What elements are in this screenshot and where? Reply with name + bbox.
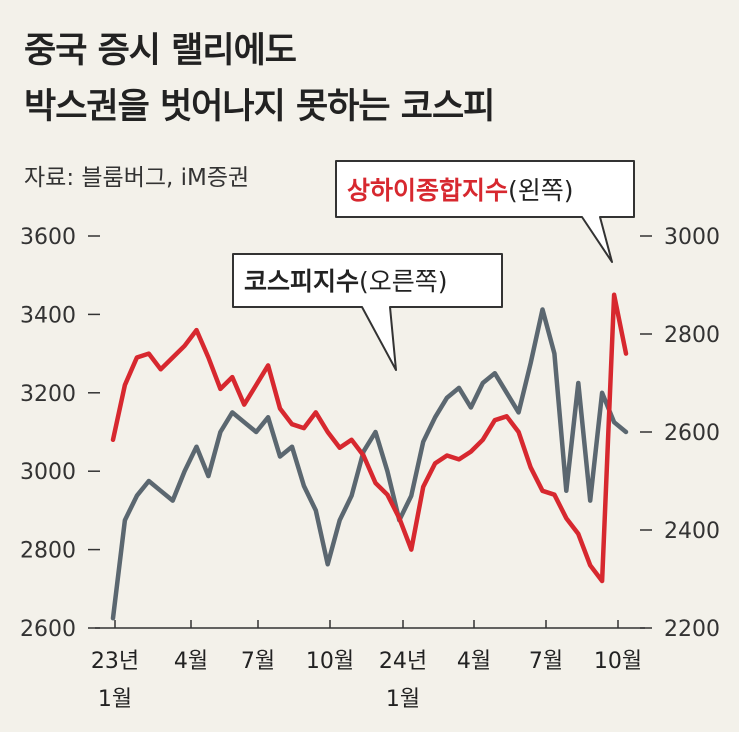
- x-tick-label: 4월: [174, 649, 208, 674]
- x-tick-label-sub: 1월: [386, 687, 420, 712]
- x-tick-label: 10월: [594, 649, 642, 674]
- x-tick-label: 4월: [457, 649, 491, 674]
- right-tick-label: 2400: [664, 519, 720, 544]
- chart-title-line-1: 중국 증시 랠리에도: [24, 31, 297, 71]
- x-tick-label: 10월: [306, 649, 354, 674]
- series-layer: [110, 292, 629, 621]
- right-tick-label: 2200: [664, 617, 720, 642]
- right-axis: 3000 2800 2600 2400 2200: [640, 225, 720, 642]
- x-tick-label: 7월: [241, 649, 275, 674]
- x-tick-label: 24년: [379, 649, 427, 674]
- left-tick-label: 3400: [20, 303, 76, 328]
- svg-text:코스피지수(오른쪽): 코스피지수(오른쪽): [244, 267, 448, 296]
- kospi-series-line: [110, 307, 629, 621]
- x-axis: 23년 1월 4월 7월 10월 24년 1월 4월 7월 10월: [91, 620, 645, 712]
- left-tick-label: 3200: [20, 382, 76, 407]
- kospi-callout-box: [232, 253, 503, 371]
- left-tick-label: 2800: [20, 539, 76, 564]
- left-tick-label: 2600: [20, 617, 76, 642]
- shanghai-callout-suffix: (왼쪽): [508, 176, 574, 205]
- svg-text:상하이종합지수(왼쪽): 상하이종합지수(왼쪽): [347, 176, 574, 205]
- right-tick-label: 2800: [664, 323, 720, 348]
- shanghai-callout-label: 상하이종합지수: [347, 176, 508, 205]
- source-note: 자료: 블룸버그, iM증권: [24, 165, 250, 191]
- left-axis: 3600 3400 3200 3000 2800 2600: [20, 225, 100, 642]
- x-tick-label: 7월: [529, 649, 563, 674]
- right-tick-label: 3000: [664, 225, 720, 250]
- chart-title-line-2: 박스권을 벗어나지 못하는 코스피: [24, 87, 495, 127]
- shanghai-callout-box: [335, 160, 635, 263]
- x-tick-label-sub: 1월: [98, 687, 132, 712]
- kospi-callout: 코스피지수(오른쪽): [232, 253, 503, 371]
- x-tick-label: 23년: [91, 649, 139, 674]
- left-tick-label: 3000: [20, 460, 76, 485]
- shanghai-callout: 상하이종합지수(왼쪽): [335, 160, 635, 263]
- kospi-callout-label: 코스피지수: [244, 267, 359, 296]
- right-tick-label: 2600: [664, 421, 720, 446]
- kospi-callout-suffix: (오른쪽): [359, 267, 448, 296]
- left-tick-label: 3600: [20, 225, 76, 250]
- shanghai-series-line: [110, 292, 629, 584]
